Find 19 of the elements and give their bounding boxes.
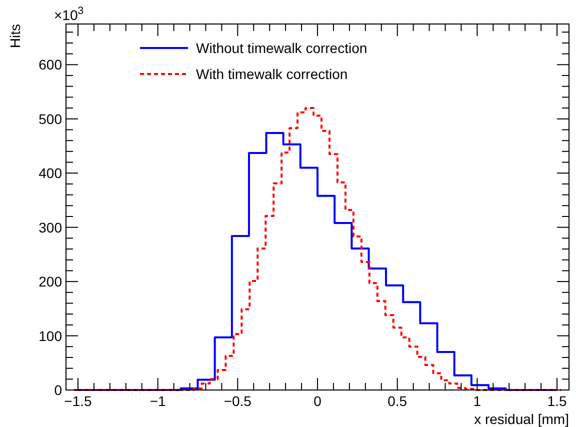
y-tick-label: 300: [38, 219, 62, 236]
x-tick-label: 1.5: [547, 393, 567, 409]
y-tick-label: 200: [38, 274, 62, 290]
legend-label: With timewalk correction: [196, 66, 348, 82]
x-tick-label: −0.5: [224, 393, 252, 409]
y-tick-label: 0: [54, 382, 62, 398]
x-tick-label: 1: [473, 393, 482, 409]
x-axis-title: x residual [mm]: [474, 411, 569, 427]
x-tick-label: 0.5: [388, 393, 408, 409]
y-tick-label: 100: [38, 328, 62, 344]
y-tick-label: 500: [38, 110, 62, 127]
y-axis-title: Hits: [7, 24, 23, 48]
x-tick-label: −1.5: [64, 393, 92, 409]
x-tick-label: −1: [150, 393, 166, 409]
x-tick-label: 0: [314, 393, 322, 409]
y-tick-label: 600: [38, 56, 62, 73]
text: ×10$^{3}$: [54, 5, 84, 23]
y-tick-label: 400: [38, 165, 62, 182]
legend-label: Without timewalk correction: [196, 40, 368, 56]
